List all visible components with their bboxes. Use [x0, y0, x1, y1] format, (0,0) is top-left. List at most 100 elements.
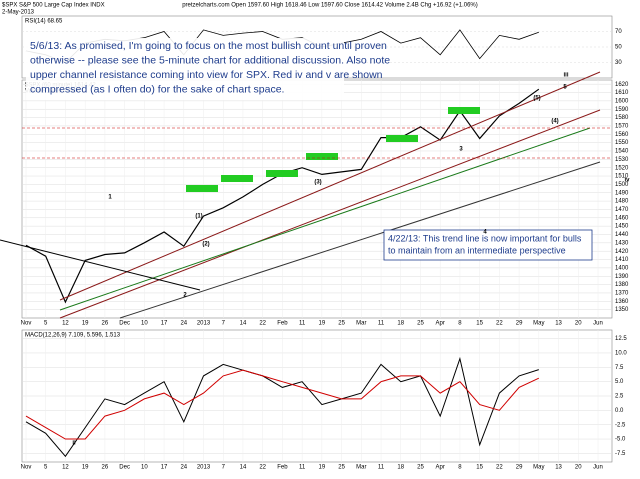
y-tick-label: 0.0	[615, 408, 624, 414]
y-tick-label: 1620	[615, 82, 629, 88]
x-tick-label: 15	[476, 321, 483, 327]
x-tick-label: 11	[299, 321, 306, 327]
y-tick-label: -5.0	[615, 437, 626, 443]
x-tick-label: 13	[555, 465, 562, 471]
x-tick-label: 11	[378, 465, 385, 471]
highlight	[186, 185, 218, 192]
x-tick-label: 26	[102, 465, 109, 471]
y-tick-label: 1430	[615, 240, 629, 246]
x-tick-label: Dec	[119, 465, 130, 471]
y-tick-label: 1450	[615, 224, 629, 230]
trend-line	[0, 239, 201, 291]
x-tick-label: 8	[458, 321, 462, 327]
y-tick-label: 12.5	[615, 336, 627, 342]
wave-label: (5)	[533, 96, 540, 102]
trend-note-line: to maintain from an intermediate perspec…	[388, 245, 566, 255]
x-tick-label: Nov	[21, 321, 32, 327]
symbol: $SPX S&P 500 Large Cap Index INDX	[2, 3, 105, 9]
x-tick-label: 17	[161, 321, 168, 327]
y-tick-label: 1470	[615, 207, 629, 213]
y-tick-label: 1550	[615, 140, 629, 146]
x-tick-label: 29	[516, 321, 523, 327]
x-tick-label: 10	[141, 465, 148, 471]
x-tick-label: 25	[417, 465, 424, 471]
wave-label: (1)	[195, 214, 202, 220]
wave-label: 5	[563, 85, 567, 91]
x-tick-label: Dec	[119, 321, 130, 327]
x-tick-label: 14	[240, 465, 247, 471]
x-tick-label: 14	[240, 321, 247, 327]
trend-box	[383, 229, 593, 261]
y-tick-label: 1510	[615, 174, 629, 180]
trend-note-line: 4/22/13: This trend line is now importan…	[388, 233, 582, 243]
x-tick-label: 24	[180, 321, 187, 327]
y-tick-label: 1350	[615, 307, 629, 313]
y-tick-label: 1380	[615, 282, 629, 288]
trend-line	[59, 127, 591, 311]
x-tick-label: 12	[62, 321, 69, 327]
highlight	[266, 170, 298, 177]
y-tick-label: 1480	[615, 199, 629, 205]
x-tick-label: 11	[378, 321, 385, 327]
y-tick-label: 1570	[615, 124, 629, 130]
x-tick-label: 25	[338, 321, 345, 327]
wave-label: (4)	[551, 119, 558, 125]
wave-label: iii	[563, 73, 568, 79]
trend-line	[59, 71, 601, 301]
x-tick-label: 17	[161, 465, 168, 471]
x-tick-label: Jun	[593, 321, 603, 327]
x-tick-label: 5	[44, 321, 48, 327]
highlight	[221, 175, 253, 182]
x-tick-label: Apr	[436, 321, 445, 327]
x-tick-label: 20	[575, 465, 582, 471]
y-tick-label: 5.0	[615, 379, 624, 385]
x-tick-label: 7	[222, 321, 226, 327]
y-tick-label: 1460	[615, 215, 629, 221]
y-tick-label: 1600	[615, 98, 629, 104]
panel-title: MACD(12,26,9) 7.109, 5.596, 1.513	[25, 333, 121, 339]
x-tick-label: 22	[496, 321, 503, 327]
y-tick-label: -2.5	[615, 422, 626, 428]
trend-line	[119, 161, 601, 319]
x-tick-label: Apr	[436, 465, 445, 471]
x-tick-label: Jun	[593, 465, 603, 471]
date: 2-May-2013	[2, 10, 35, 16]
y-tick-label: 1390	[615, 274, 629, 280]
x-tick-label: 5	[44, 465, 48, 471]
y-tick-label: 70	[615, 29, 622, 35]
x-tick-label: 8	[458, 465, 462, 471]
x-tick-label: 25	[417, 321, 424, 327]
x-tick-label: Feb	[277, 321, 288, 327]
y-tick-label: 1530	[615, 157, 629, 163]
y-tick-label: -7.5	[615, 451, 626, 457]
wave-label: 3	[459, 147, 463, 153]
x-tick-label: 25	[338, 465, 345, 471]
data-line	[25, 369, 540, 440]
y-tick-label: 1440	[615, 232, 629, 238]
x-tick-label: 19	[82, 465, 89, 471]
y-tick-label: 1420	[615, 249, 629, 255]
wave-label: 2	[183, 293, 187, 299]
y-tick-label: 50	[615, 45, 622, 51]
x-tick-label: 18	[397, 321, 404, 327]
x-tick-label: 15	[476, 465, 483, 471]
note-line: compressed (as I often do) for the sake …	[30, 83, 284, 95]
highlight	[448, 107, 480, 114]
trend-line	[59, 109, 601, 319]
x-tick-label: Mar	[356, 321, 366, 327]
y-tick-label: 1410	[615, 257, 629, 263]
wave-label: ii	[72, 441, 76, 447]
x-tick-label: 11	[299, 465, 306, 471]
y-tick-label: 7.5	[615, 365, 624, 371]
x-tick-label: May	[533, 465, 544, 471]
x-tick-label: 29	[516, 465, 523, 471]
y-tick-label: 1370	[615, 291, 629, 297]
wave-label: (2)	[202, 242, 209, 248]
panel-title: RSI(14) 68.65	[25, 19, 63, 25]
wave-label: (3)	[314, 180, 321, 186]
y-tick-label: 2.5	[615, 394, 624, 400]
x-tick-label: Nov	[21, 465, 32, 471]
x-tick-label: 2013	[197, 465, 211, 471]
y-tick-label: 1580	[615, 115, 629, 121]
panel	[21, 79, 613, 319]
